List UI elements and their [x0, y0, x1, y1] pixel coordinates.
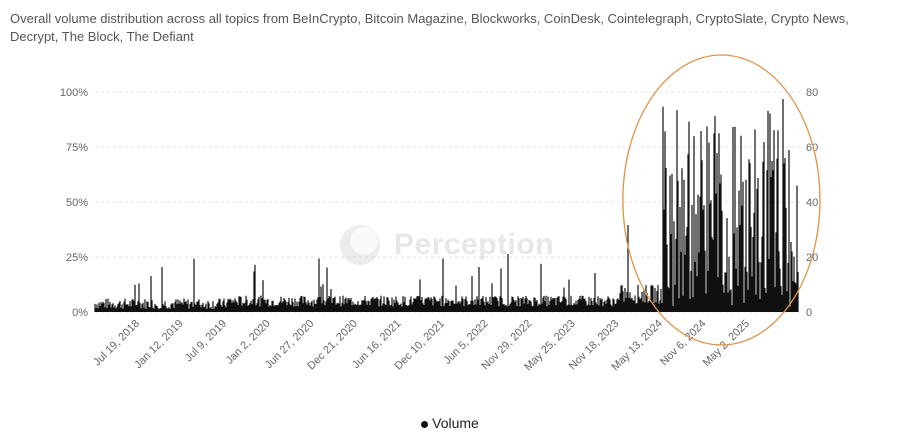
y-left-tick-label: 50%: [66, 197, 88, 209]
volume-bars: [94, 99, 799, 312]
legend[interactable]: Volume: [0, 415, 900, 431]
y-right-tick-label: 60: [806, 142, 818, 154]
highlight-ellipse: [622, 54, 821, 346]
y-right-tick-label: 40: [806, 197, 818, 209]
chart-title: Overall volume distribution across all t…: [10, 11, 849, 44]
watermark-text: Perception: [394, 228, 555, 261]
y-right-tick-label: 80: [806, 87, 818, 99]
perception-logo-icon: [340, 225, 380, 265]
legend-dot-icon: [421, 420, 429, 428]
left-y-axis: 0% 25% 50% 75% 100%: [60, 87, 88, 319]
y-left-tick-label: 0%: [72, 307, 88, 319]
y-right-tick-label: 0: [806, 307, 812, 319]
y-left-tick-label: 75%: [66, 142, 88, 154]
watermark: Perception: [340, 225, 554, 265]
legend-label: Volume: [432, 415, 479, 431]
y-left-tick-label: 100%: [60, 87, 88, 99]
y-left-tick-label: 25%: [66, 252, 88, 264]
x-tick-label: Jul 9, 2019: [183, 318, 230, 365]
